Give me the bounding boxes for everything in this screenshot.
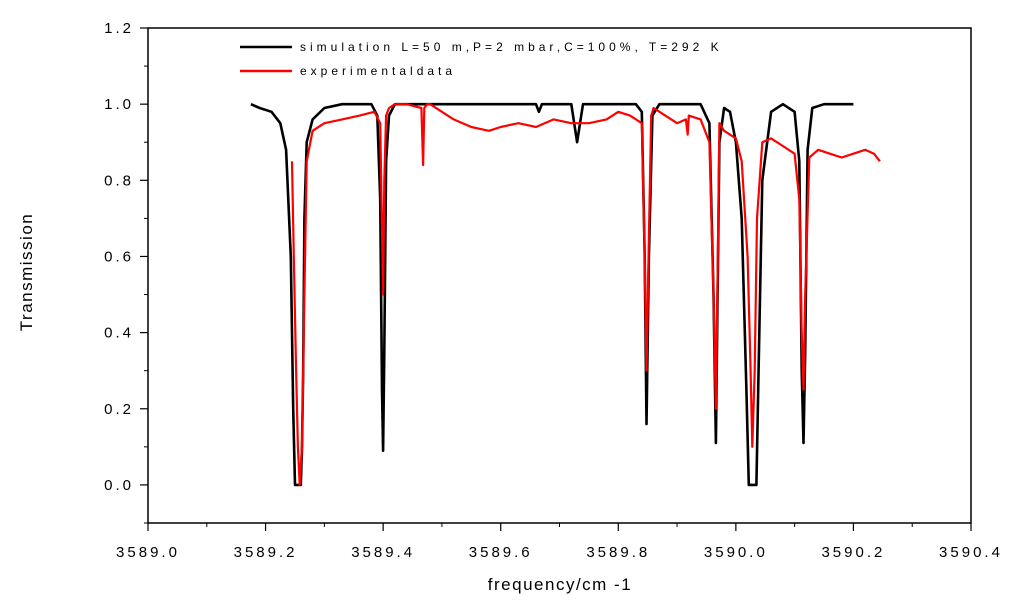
y-tick-label: 0.4 — [104, 325, 134, 342]
y-axis-ticks: 0.0 0.2 0.4 0.6 0.8 1.0 1.2 — [104, 20, 148, 524]
x-tick-label: 3589.8 — [586, 544, 650, 561]
series-line-experimental — [290, 103, 881, 486]
x-tick-label: 3589.4 — [351, 544, 415, 561]
x-tick-label: 3590.4 — [939, 544, 1003, 561]
y-tick-label: 0.2 — [104, 401, 134, 418]
series-line-simulation — [250, 102, 854, 487]
x-tick-label: 3589.6 — [469, 544, 533, 561]
y-tick-label: 1.0 — [104, 96, 134, 113]
x-axis-ticks: 3589.0 3589.2 3589.4 3589.6 3589.8 3590.0 3590… — [116, 523, 1003, 561]
x-tick-label: 3589.0 — [116, 544, 180, 561]
legend-label-experimental: experimentaldata — [300, 64, 456, 78]
y-axis-title: Transmission — [17, 213, 36, 331]
y-tick-label: 0.8 — [104, 172, 134, 189]
x-tick-label: 3590.2 — [821, 544, 885, 561]
legend-label-simulation: simulation L=50 m,P=2 mbar,C=100%, T=292… — [300, 40, 723, 54]
x-axis-title: frequency/cm -1 — [488, 575, 632, 594]
plot-frame — [147, 27, 972, 524]
y-tick-label: 1.2 — [104, 20, 134, 37]
x-tick-label: 3590.0 — [704, 544, 768, 561]
y-tick-label: 0.6 — [104, 248, 134, 265]
series-layer — [250, 102, 881, 487]
y-tick-label: 0.0 — [104, 477, 134, 494]
legend: simulation L=50 m,P=2 mbar,C=100%, T=292… — [240, 40, 723, 78]
x-tick-label: 3589.2 — [234, 544, 298, 561]
